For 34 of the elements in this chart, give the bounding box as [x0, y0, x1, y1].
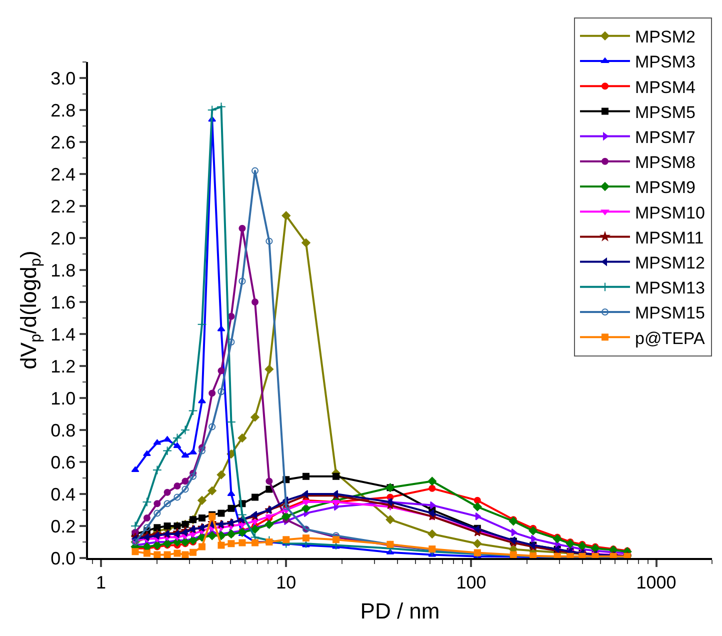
legend-label: MPSM7 [635, 128, 696, 147]
x-axis-title: PD / nm [360, 598, 440, 624]
legend-label: MPSM13 [635, 278, 705, 298]
legend-label: MPSM3 [635, 52, 696, 72]
y-tick-label: 2.0 [50, 228, 76, 248]
y-tick-label: 2.4 [50, 164, 76, 184]
x-tick-label: 100 [456, 572, 486, 592]
y-tick-label: 0.8 [50, 420, 76, 440]
legend-label: MPSM12 [635, 253, 705, 272]
y-tick-label: 0.2 [50, 516, 76, 536]
legend-label: MPSM11 [635, 228, 704, 248]
y-tick-label: 2.6 [50, 132, 76, 152]
y-tick-label: 0.6 [50, 452, 76, 472]
y-tick-label: 0.0 [50, 548, 76, 568]
x-tick-label: 1 [96, 572, 106, 592]
y-tick-label: 0.4 [50, 484, 76, 504]
legend-label: p@TEPA [635, 328, 706, 348]
x-tick-label: 10 [276, 572, 296, 592]
legend-label: MPSM4 [635, 78, 696, 97]
legend-label: MPSM15 [635, 304, 705, 323]
legend-label: MPSM8 [635, 153, 696, 172]
legend-label: MPSM9 [635, 178, 696, 198]
legend-label: MPSM5 [635, 102, 696, 122]
y-tick-label: 3.0 [50, 68, 76, 88]
y-tick-label: 2.2 [50, 196, 76, 216]
y-tick-label: 1.8 [50, 260, 76, 280]
y-tick-label: 1.2 [50, 356, 76, 376]
y-tick-label: 1.0 [50, 388, 76, 408]
legend-label: MPSM10 [635, 203, 705, 222]
y-tick-label: 2.8 [50, 100, 76, 120]
y-tick-label: 1.6 [50, 292, 76, 312]
x-tick-label: 1000 [636, 572, 676, 592]
y-tick-label: 1.4 [50, 324, 76, 344]
legend-label: MPSM2 [635, 28, 696, 47]
